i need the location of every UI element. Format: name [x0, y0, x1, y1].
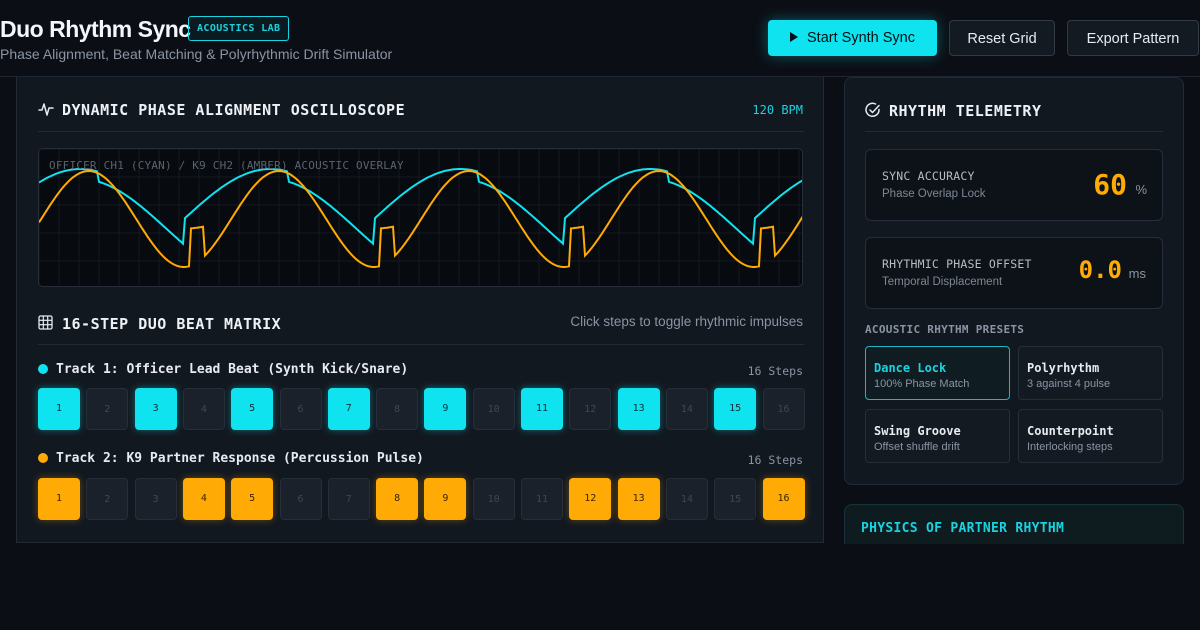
- track-2-step-2[interactable]: 2: [86, 478, 129, 520]
- physics-title: PHYSICS OF PARTNER RHYTHM: [861, 521, 1065, 536]
- telemetry-panel: RHYTHM TELEMETRY SYNC ACCURACY Phase Ove…: [844, 77, 1184, 485]
- track-2-step-6[interactable]: 6: [279, 478, 322, 520]
- sync-accuracy-label: SYNC ACCURACY: [882, 169, 975, 183]
- lab-badge: ACOUSTICS LAB: [188, 16, 290, 41]
- track-2-step-10[interactable]: 10: [472, 478, 515, 520]
- oscilloscope-display: OFFICER CH1 (CYAN) / K9 CH2 (AMBER) ACOU…: [38, 148, 803, 287]
- oscilloscope-panel: DYNAMIC PHASE ALIGNMENT OSCILLOSCOPE 120…: [16, 77, 824, 543]
- track-1-step-16[interactable]: 16: [762, 388, 805, 430]
- track-2-step-15[interactable]: 15: [714, 478, 757, 520]
- preset-name: Dance Lock: [874, 361, 947, 375]
- pulse-icon: [38, 103, 54, 116]
- app-header: Duo Rhythm Sync ACOUSTICS LAB Phase Alig…: [0, 0, 1200, 77]
- k9-channel-wave: [39, 169, 802, 268]
- phase-offset-label: RHYTHMIC PHASE OFFSET: [882, 257, 1032, 271]
- app-subtitle: Phase Alignment, Beat Matching & Polyrhy…: [0, 46, 393, 62]
- play-icon: [790, 32, 798, 42]
- track-2-header: Track 2: K9 Partner Response (Percussion…: [38, 451, 424, 466]
- beat-matrix-title: 16-STEP DUO BEAT MATRIX: [62, 315, 282, 333]
- phase-offset-sub: Temporal Displacement: [882, 276, 1003, 288]
- track-1-step-3[interactable]: 3: [134, 388, 177, 430]
- track-1-step-6[interactable]: 6: [279, 388, 322, 430]
- track-1-step-5[interactable]: 5: [231, 388, 274, 430]
- start-synth-sync-button[interactable]: Start Synth Sync: [768, 20, 937, 56]
- export-pattern-button[interactable]: Export Pattern: [1067, 20, 1199, 56]
- grid-icon: [38, 315, 53, 330]
- preset-name: Polyrhythm: [1027, 361, 1100, 375]
- track-1-step-row: 1 2 3 4 5 6 7 8 9 10 11 12 13 14 15 16: [38, 388, 805, 430]
- track-2-step-1[interactable]: 1: [38, 478, 80, 520]
- track-2-step-row: 1 2 3 4 5 6 7 8 9 10 11 12 13 14 15 16: [38, 478, 805, 520]
- preset-swing-groove[interactable]: Swing Groove Offset shuffle drift: [865, 409, 1010, 463]
- amber-dot-icon: [38, 453, 48, 463]
- track-1-step-10[interactable]: 10: [472, 388, 515, 430]
- sync-accuracy-sub: Phase Overlap Lock: [882, 188, 986, 200]
- track-2-step-4[interactable]: 4: [182, 478, 225, 520]
- preset-desc: Interlocking steps: [1027, 441, 1113, 453]
- sync-accuracy-unit: %: [1135, 182, 1147, 197]
- waveform-plot: [39, 149, 802, 286]
- sync-accuracy-value: 60: [1093, 168, 1127, 201]
- matrix-hint: Click steps to toggle rhythmic impulses: [570, 314, 803, 329]
- track-1-step-2[interactable]: 2: [86, 388, 129, 430]
- check-circle-icon: [865, 102, 880, 117]
- preset-name: Counterpoint: [1027, 424, 1114, 438]
- track-2-steps-count: 16 Steps: [747, 453, 803, 467]
- track-2-step-12[interactable]: 12: [569, 478, 612, 520]
- track-1-steps-count: 16 Steps: [747, 364, 803, 378]
- officer-channel-wave: [39, 168, 802, 246]
- preset-name: Swing Groove: [874, 424, 961, 438]
- track-1-step-13[interactable]: 13: [617, 388, 660, 430]
- track-1-step-7[interactable]: 7: [327, 388, 370, 430]
- reset-grid-button[interactable]: Reset Grid: [949, 20, 1055, 56]
- track-2-label: Track 2: K9 Partner Response (Percussion…: [56, 451, 424, 466]
- preset-counterpoint[interactable]: Counterpoint Interlocking steps: [1018, 409, 1163, 463]
- track-2-step-7[interactable]: 7: [327, 478, 370, 520]
- presets-title: ACOUSTIC RHYTHM PRESETS: [865, 323, 1025, 336]
- track-1-step-15[interactable]: 15: [714, 388, 757, 430]
- overlay-label: OFFICER CH1 (CYAN) / K9 CH2 (AMBER) ACOU…: [49, 159, 404, 172]
- track-1-header: Track 1: Officer Lead Beat (Synth Kick/S…: [38, 362, 408, 377]
- divider: [865, 131, 1163, 132]
- track-2-step-5[interactable]: 5: [231, 478, 274, 520]
- track-2-step-13[interactable]: 13: [617, 478, 660, 520]
- preset-desc: Offset shuffle drift: [874, 441, 960, 453]
- preset-dance-lock[interactable]: Dance Lock 100% Phase Match: [865, 346, 1010, 400]
- phase-offset-card: RHYTHMIC PHASE OFFSET Temporal Displacem…: [865, 237, 1163, 309]
- preset-polyrhythm[interactable]: Polyrhythm 3 against 4 pulse: [1018, 346, 1163, 400]
- cyan-dot-icon: [38, 364, 48, 374]
- bpm-readout: 120 BPM: [752, 103, 803, 117]
- app-title: Duo Rhythm Sync: [0, 16, 191, 42]
- divider: [38, 131, 804, 132]
- track-2-step-11[interactable]: 11: [521, 478, 563, 520]
- track-1-label: Track 1: Officer Lead Beat (Synth Kick/S…: [56, 362, 409, 377]
- start-label: Start Synth Sync: [807, 30, 915, 46]
- track-1-step-14[interactable]: 14: [665, 388, 708, 430]
- oscilloscope-title: DYNAMIC PHASE ALIGNMENT OSCILLOSCOPE: [62, 101, 406, 119]
- track-1-step-11[interactable]: 11: [521, 388, 563, 430]
- phase-offset-value: 0.0: [1078, 256, 1122, 284]
- track-1-step-12[interactable]: 12: [569, 388, 612, 430]
- phase-offset-unit: ms: [1128, 266, 1146, 281]
- track-2-step-14[interactable]: 14: [665, 478, 708, 520]
- preset-desc: 100% Phase Match: [874, 378, 970, 390]
- track-2-step-8[interactable]: 8: [376, 478, 419, 520]
- preset-desc: 3 against 4 pulse: [1027, 378, 1111, 390]
- telemetry-title: RHYTHM TELEMETRY: [889, 102, 1042, 120]
- track-2-step-3[interactable]: 3: [134, 478, 177, 520]
- track-2-step-16[interactable]: 16: [762, 478, 805, 520]
- track-1-step-1[interactable]: 1: [38, 388, 80, 430]
- track-1-step-4[interactable]: 4: [182, 388, 225, 430]
- track-1-step-8[interactable]: 8: [376, 388, 419, 430]
- divider: [38, 344, 804, 345]
- sync-accuracy-card: SYNC ACCURACY Phase Overlap Lock 60 %: [865, 149, 1163, 221]
- physics-panel: PHYSICS OF PARTNER RHYTHM: [844, 504, 1184, 544]
- track-2-step-9[interactable]: 9: [424, 478, 467, 520]
- track-1-step-9[interactable]: 9: [424, 388, 467, 430]
